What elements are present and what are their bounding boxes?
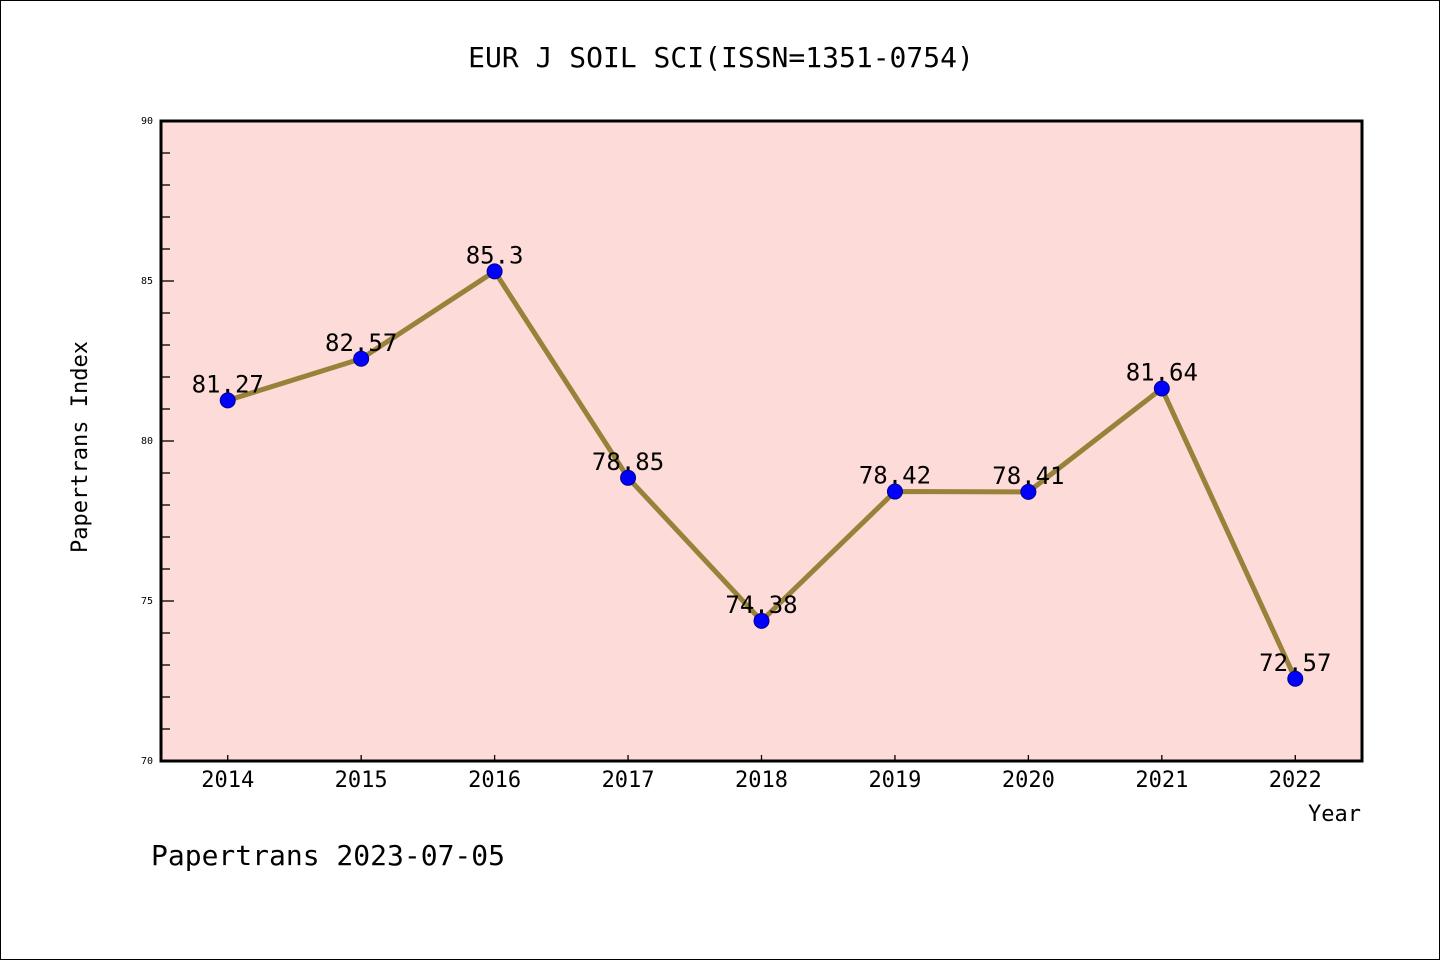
x-tick-label: 2021 [1135,768,1188,793]
data-point [486,263,503,280]
x-tick-label: 2015 [335,768,388,793]
data-label: 82.57 [325,329,397,357]
data-label: 81.64 [1126,359,1198,387]
x-tick-label: 2018 [735,768,788,793]
data-point [1153,380,1170,397]
data-point [753,612,770,629]
data-label: 78.85 [592,448,664,476]
x-tick-label: 2020 [1002,768,1055,793]
data-point [1287,670,1304,687]
x-tick-label: 2017 [602,768,655,793]
data-label: 81.27 [192,370,264,398]
data-point [219,392,236,409]
data-label: 72.57 [1259,649,1331,677]
x-axis-label: Year [1308,802,1361,827]
x-tick-label: 2019 [868,768,921,793]
plot-frame [159,119,1364,763]
y-tick-label: 90 [141,116,153,127]
footer-text: Papertrans 2023-07-05 [151,839,505,872]
y-axis-label: Papertrans Index [68,341,93,553]
y-tick-label: 85 [141,276,153,287]
data-label: 85.3 [466,241,524,269]
x-tick-label: 2014 [201,768,254,793]
data-label: 78.41 [992,462,1064,490]
y-tick-label: 80 [141,436,153,447]
chart-title: EUR J SOIL SCI(ISSN=1351-0754) [468,41,974,74]
x-tick-label: 2016 [468,768,521,793]
data-point [353,350,370,367]
plot-area [161,121,1362,761]
data-point [886,483,903,500]
y-tick-label: 75 [141,596,153,607]
data-point [1020,483,1037,500]
data-label: 74.38 [725,591,797,619]
y-tick-label: 70 [141,756,153,767]
data-label: 78.42 [859,462,931,490]
x-tick-label: 2022 [1269,768,1322,793]
data-point [620,469,637,486]
